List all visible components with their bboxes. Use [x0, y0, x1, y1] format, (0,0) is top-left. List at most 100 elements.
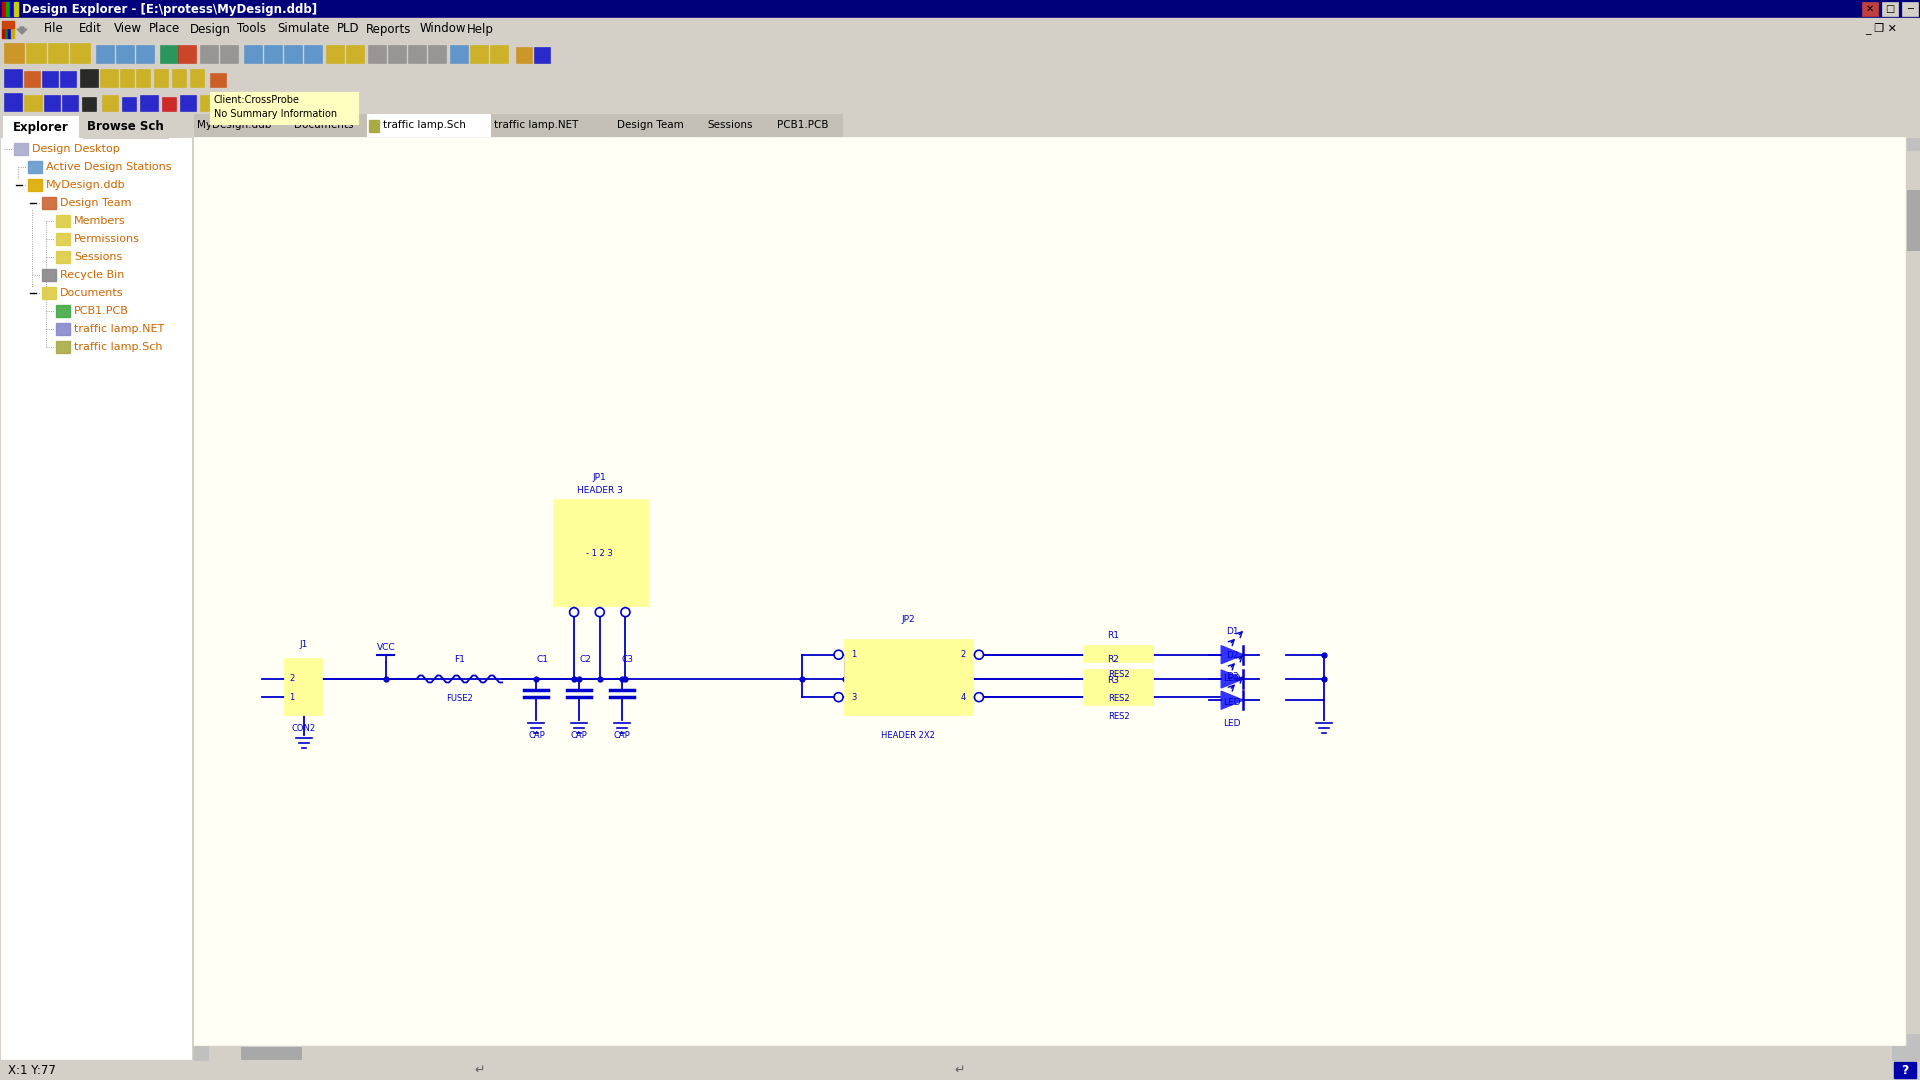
Text: JP1: JP1 — [593, 473, 607, 482]
Bar — [42, 287, 56, 299]
Bar — [10, 2, 13, 16]
Bar — [159, 45, 179, 63]
Bar — [1907, 190, 1918, 249]
Polygon shape — [1221, 646, 1244, 664]
Text: FUSE2: FUSE2 — [445, 694, 472, 703]
Bar — [13, 180, 23, 190]
Text: Simulate: Simulate — [278, 23, 330, 36]
Bar — [44, 95, 60, 111]
Bar — [161, 97, 177, 111]
Bar — [845, 639, 973, 715]
Text: Sessions: Sessions — [707, 120, 753, 130]
Text: Design Desktop: Design Desktop — [33, 144, 119, 154]
Bar — [4, 116, 79, 138]
Bar — [1085, 688, 1152, 705]
Bar — [0, 40, 1920, 66]
Text: PLD: PLD — [338, 23, 359, 36]
Bar — [194, 1047, 1907, 1059]
Text: 3: 3 — [851, 692, 856, 702]
Bar — [1085, 670, 1152, 687]
Bar — [1907, 136, 1920, 1047]
Circle shape — [975, 650, 983, 659]
Bar — [200, 95, 215, 111]
Bar — [1907, 1034, 1918, 1047]
Text: Help: Help — [467, 23, 493, 36]
Text: Design Explorer - [E:\protess\MyDesign.ddb]: Design Explorer - [E:\protess\MyDesign.d… — [21, 2, 317, 15]
Text: traffic lamp.Sch: traffic lamp.Sch — [75, 342, 163, 352]
Bar — [119, 69, 134, 87]
Bar — [42, 269, 56, 281]
Bar — [4, 69, 21, 87]
Bar — [221, 45, 238, 63]
Text: Tools: Tools — [236, 23, 265, 36]
Bar — [140, 95, 157, 111]
Text: Recycle Bin: Recycle Bin — [60, 270, 125, 280]
Text: - 1 2 3: - 1 2 3 — [586, 549, 612, 557]
Bar — [56, 233, 69, 245]
Bar — [2, 28, 6, 38]
Bar — [123, 97, 136, 111]
Text: J1: J1 — [300, 639, 307, 649]
Bar — [96, 45, 113, 63]
Text: CAP: CAP — [528, 730, 545, 740]
Text: Sessions: Sessions — [75, 252, 123, 262]
Bar — [265, 45, 282, 63]
Bar — [61, 95, 79, 111]
Bar — [29, 198, 38, 208]
Bar — [100, 69, 117, 87]
Bar — [449, 45, 468, 63]
Bar — [284, 45, 301, 63]
Circle shape — [833, 692, 843, 702]
Text: Documents: Documents — [60, 288, 123, 298]
Text: RES2: RES2 — [1108, 713, 1129, 721]
Bar — [56, 215, 69, 227]
Text: CAP: CAP — [614, 730, 630, 740]
Text: PCB1.PCB: PCB1.PCB — [75, 306, 129, 316]
Bar — [27, 43, 46, 63]
Text: D2: D2 — [1227, 651, 1238, 660]
Text: R1: R1 — [1108, 631, 1119, 639]
Text: □: □ — [1885, 4, 1895, 14]
Bar — [42, 71, 58, 87]
Bar — [83, 116, 169, 138]
Text: Documents: Documents — [294, 120, 353, 130]
Text: C2: C2 — [580, 654, 591, 664]
Bar — [194, 1047, 207, 1059]
Text: 2: 2 — [960, 650, 966, 659]
Text: Reports: Reports — [367, 23, 411, 36]
Text: Edit: Edit — [79, 23, 102, 36]
Polygon shape — [1221, 691, 1244, 710]
Text: X:1 Y:77: X:1 Y:77 — [8, 1064, 56, 1077]
Bar — [6, 2, 10, 16]
Bar — [2, 138, 190, 1059]
Bar — [192, 114, 1920, 136]
Bar — [2, 2, 6, 16]
Text: D1: D1 — [1225, 626, 1238, 636]
Bar — [29, 179, 42, 191]
Bar — [492, 114, 612, 136]
Text: ─: ─ — [1907, 4, 1912, 14]
Bar — [69, 43, 90, 63]
Bar — [56, 323, 69, 335]
Bar — [13, 2, 17, 16]
Bar — [83, 97, 96, 111]
Bar — [13, 143, 29, 156]
Bar — [102, 95, 117, 111]
Bar — [303, 45, 323, 63]
Bar — [2, 21, 13, 28]
Bar — [0, 0, 1920, 18]
Text: HEADER 3: HEADER 3 — [576, 486, 622, 496]
Text: 1: 1 — [851, 650, 856, 659]
Bar — [4, 93, 21, 111]
Bar — [470, 45, 488, 63]
Bar — [1907, 138, 1918, 150]
Bar — [154, 69, 169, 87]
Bar — [1085, 646, 1152, 662]
Bar — [23, 71, 40, 87]
Bar — [136, 69, 150, 87]
Bar — [614, 114, 703, 136]
Bar — [490, 45, 509, 63]
Bar — [367, 114, 490, 136]
Bar — [179, 45, 196, 63]
Bar — [244, 45, 261, 63]
